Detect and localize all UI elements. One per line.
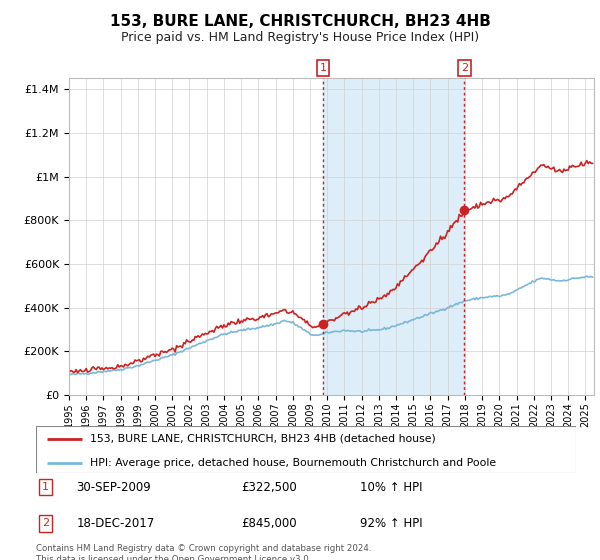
- Bar: [323, 78, 464, 395]
- Text: Price paid vs. HM Land Registry's House Price Index (HPI): Price paid vs. HM Land Registry's House …: [121, 31, 479, 44]
- Text: 2: 2: [461, 63, 468, 73]
- Text: HPI: Average price, detached house, Bournemouth Christchurch and Poole: HPI: Average price, detached house, Bour…: [90, 458, 496, 468]
- Text: 18-DEC-2017: 18-DEC-2017: [77, 517, 155, 530]
- Text: Contains HM Land Registry data © Crown copyright and database right 2024.
This d: Contains HM Land Registry data © Crown c…: [36, 544, 371, 560]
- Text: 1: 1: [319, 63, 326, 73]
- Text: £845,000: £845,000: [241, 517, 297, 530]
- Text: £322,500: £322,500: [241, 481, 297, 494]
- Text: 1: 1: [42, 482, 49, 492]
- Text: 153, BURE LANE, CHRISTCHURCH, BH23 4HB: 153, BURE LANE, CHRISTCHURCH, BH23 4HB: [110, 14, 490, 29]
- Text: 92% ↑ HPI: 92% ↑ HPI: [360, 517, 422, 530]
- Text: 30-SEP-2009: 30-SEP-2009: [77, 481, 151, 494]
- Text: 2: 2: [42, 519, 49, 529]
- Text: 153, BURE LANE, CHRISTCHURCH, BH23 4HB (detached house): 153, BURE LANE, CHRISTCHURCH, BH23 4HB (…: [90, 434, 436, 444]
- Text: 10% ↑ HPI: 10% ↑ HPI: [360, 481, 422, 494]
